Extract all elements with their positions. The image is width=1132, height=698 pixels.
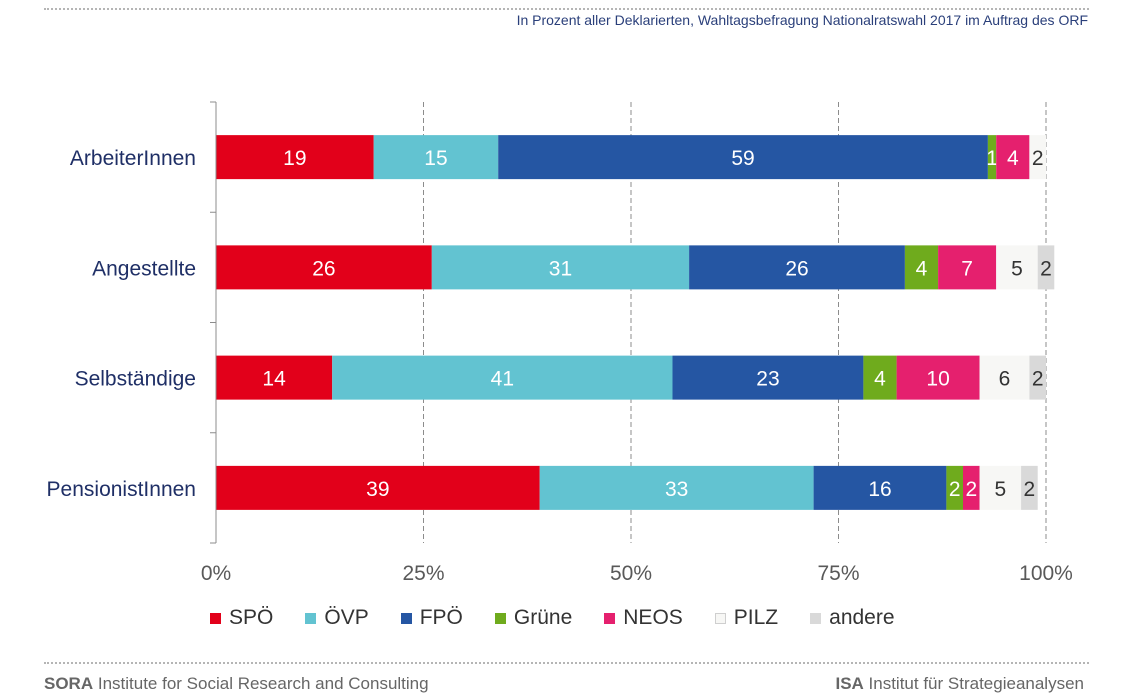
bar-segment	[938, 245, 997, 290]
data-label: 4	[1007, 147, 1019, 170]
category-label: Angestellte	[92, 257, 196, 280]
bar-segment	[1029, 355, 1046, 400]
x-tick-label: 0%	[201, 562, 231, 585]
bar-segment	[216, 355, 333, 400]
top-divider	[44, 8, 1089, 10]
footer-sora-bold: SORA	[44, 674, 94, 693]
legend-label: NEOS	[623, 606, 683, 629]
legend-swatch	[810, 612, 822, 624]
data-label: 2	[1032, 368, 1044, 391]
legend-label: ÖVP	[324, 606, 369, 629]
category-label: Selbständige	[75, 368, 196, 391]
legend-swatch	[714, 612, 726, 624]
bar-segment	[979, 355, 1030, 400]
bar-segment	[689, 245, 905, 290]
legend-swatch	[305, 612, 317, 624]
bar-segment	[498, 135, 988, 180]
category-label: ArbeiterInnen	[70, 147, 196, 170]
data-label: 31	[549, 257, 572, 280]
data-label: 4	[916, 257, 928, 280]
legend-item: NEOS	[604, 606, 683, 630]
data-label: 4	[874, 368, 886, 391]
data-label: 14	[262, 368, 286, 391]
bar-segment	[672, 355, 864, 400]
data-label: 2	[1040, 257, 1052, 280]
footer-sora: SORA Institute for Social Research and C…	[44, 674, 429, 694]
legend-label: FPÖ	[419, 606, 463, 629]
data-label: 23	[756, 368, 779, 391]
footer-isa: ISA Institut für Strategieanalysen	[835, 674, 1084, 694]
data-label: 59	[731, 147, 754, 170]
legend-item: Grüne	[494, 606, 573, 630]
bar-segment	[863, 355, 897, 400]
footer-sora-text: Institute for Social Research and Consul…	[93, 674, 429, 693]
bar-segment	[373, 135, 499, 180]
bar-segment	[216, 465, 540, 510]
x-tick-label: 100%	[1019, 562, 1073, 585]
legend-item: SPÖ	[210, 606, 273, 630]
data-label: 16	[868, 478, 891, 501]
bar-segment	[896, 355, 980, 400]
category-label: PensionistInnen	[47, 478, 196, 501]
data-label: 2	[965, 478, 977, 501]
bar-segment	[332, 355, 673, 400]
legend-swatch	[604, 612, 616, 624]
data-label: 39	[366, 478, 389, 501]
legend-label: SPÖ	[229, 606, 274, 629]
data-label: 15	[424, 147, 447, 170]
data-label: 5	[995, 478, 1007, 501]
bar-segment	[996, 245, 1038, 290]
chart-subtitle: In Prozent aller Deklarierten, Wahltagsb…	[516, 12, 1088, 28]
x-tick-label: 25%	[402, 562, 444, 585]
legend-label: PILZ	[733, 606, 779, 629]
data-label: 33	[665, 478, 688, 501]
bar-segment	[963, 465, 980, 510]
data-label: 26	[785, 257, 808, 280]
footer-isa-text: Institut für Strategieanalysen	[863, 674, 1084, 693]
data-label: 41	[491, 368, 514, 391]
bar-segment	[996, 135, 1030, 180]
bar-segment	[431, 245, 690, 290]
data-label: 7	[961, 257, 973, 280]
data-label: 1	[986, 147, 998, 170]
data-label: 2	[1024, 478, 1036, 501]
data-label: 6	[999, 368, 1011, 391]
bar-segment	[216, 245, 432, 290]
data-label: 19	[283, 147, 306, 170]
bar-segment	[946, 465, 963, 510]
legend-label: Grüne	[513, 606, 573, 629]
bar-segment	[979, 465, 1022, 510]
x-tick-label: 50%	[610, 562, 652, 585]
legend-swatch	[400, 612, 412, 624]
bar-segment	[1037, 245, 1055, 290]
legend-item: ÖVP	[305, 606, 369, 630]
bar-segment	[1029, 135, 1046, 180]
x-tick-label: 75%	[817, 562, 859, 585]
chart-legend: SPÖ ÖVP FPÖ Grüne NEOS PILZ andere	[210, 603, 927, 633]
footer-isa-bold: ISA	[835, 674, 864, 693]
legend-item: andere	[810, 606, 895, 630]
data-label: 2	[949, 478, 961, 501]
data-label: 5	[1011, 257, 1023, 280]
legend-item: FPÖ	[400, 606, 463, 630]
bar-segment	[539, 465, 814, 510]
legend-label: andere	[829, 606, 895, 629]
legend-swatch	[494, 612, 506, 624]
bar-segment	[904, 245, 939, 290]
bar-segment	[1021, 465, 1038, 510]
data-label: 10	[926, 368, 949, 391]
bar-segment	[216, 135, 374, 180]
bar-segment	[987, 135, 997, 180]
bar-segment	[813, 465, 947, 510]
data-label: 26	[312, 257, 335, 280]
data-label: 2	[1032, 147, 1044, 170]
legend-swatch	[210, 612, 221, 624]
legend-item: PILZ	[714, 606, 779, 630]
bottom-divider	[44, 662, 1089, 664]
